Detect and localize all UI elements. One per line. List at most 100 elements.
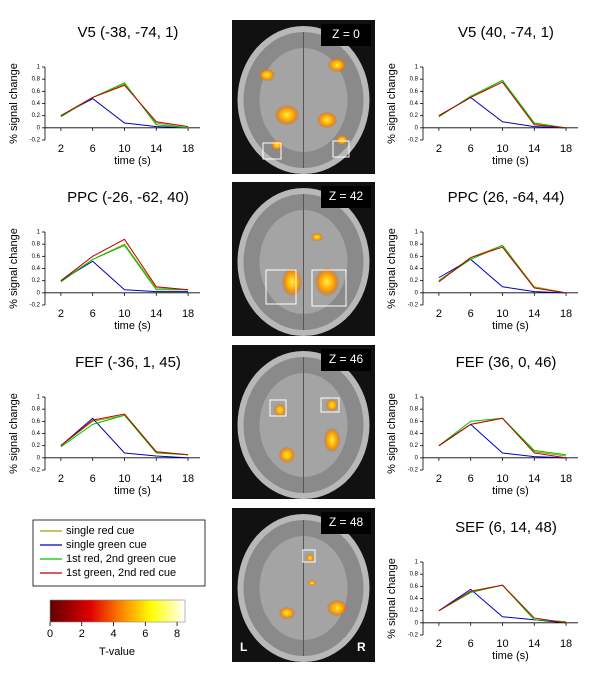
y-axis-label: % signal change <box>386 393 398 474</box>
y-tick-label: 0.6 <box>410 419 419 425</box>
colorbar-label: T-value <box>99 646 135 658</box>
y-tick-label: 0.4 <box>32 431 41 437</box>
x-axis-label: time (s) <box>114 485 151 497</box>
y-tick-label: 0.2 <box>32 278 41 284</box>
y-tick-label: 0.4 <box>410 101 419 107</box>
series-line <box>60 82 189 129</box>
x-tick-label: 6 <box>90 308 96 320</box>
y-tick-label: 0 <box>37 290 41 296</box>
y-tick-label: 0.8 <box>410 77 419 83</box>
y-tick-label: 0.6 <box>32 89 41 95</box>
x-axis-label: time (s) <box>492 485 529 497</box>
series-line <box>438 417 567 456</box>
y-tick-label: 0.8 <box>410 242 419 248</box>
activation <box>326 399 338 411</box>
y-tick-label: 0.2 <box>32 443 41 449</box>
x-tick-label: 14 <box>528 473 540 485</box>
series-line <box>60 84 189 128</box>
series-line <box>438 423 567 459</box>
chart-title: FEF (-36, 1, 45) <box>75 354 181 371</box>
roi-box <box>302 549 316 563</box>
activation <box>336 135 348 145</box>
y-tick-label: 1 <box>415 65 419 71</box>
activation <box>279 607 295 619</box>
activation <box>327 600 347 616</box>
series-line <box>438 246 567 294</box>
side-label: L <box>240 640 247 654</box>
x-tick-label: 10 <box>118 308 130 320</box>
y-tick-label: 0 <box>415 620 419 626</box>
y-tick-label: -0.2 <box>408 303 419 309</box>
y-axis-label: % signal change <box>386 228 398 309</box>
y-tick-label: 1 <box>37 230 41 236</box>
colorbar: 0 2 4 6 8 T-value <box>47 599 186 658</box>
x-tick-label: 18 <box>560 308 572 320</box>
y-tick-label: 0.6 <box>32 419 41 425</box>
line-chart: FEF (36, 0, 46) % signal change -0.2 0 0.2 0.… <box>386 354 578 497</box>
y-tick-label: 0 <box>415 125 419 131</box>
y-tick-label: -0.2 <box>408 468 419 474</box>
line-chart: PPC (-26, -62, 40) % signal change -0.2 0 0.… <box>8 189 200 332</box>
legend-label: 1st red, 2nd green cue <box>66 553 176 565</box>
series-line <box>60 243 189 291</box>
x-tick-label: 10 <box>496 143 508 155</box>
colorbar-tick-label: 8 <box>174 628 180 640</box>
z-label: Z = 46 <box>329 352 364 366</box>
activation <box>275 105 299 125</box>
colorbar-tick-label: 2 <box>79 628 85 640</box>
series-line <box>438 79 567 129</box>
activation <box>274 404 286 416</box>
x-tick-label: 18 <box>182 473 194 485</box>
x-tick-label: 2 <box>58 473 64 485</box>
y-tick-label: 1 <box>415 395 419 401</box>
legend-label: single red cue <box>66 525 135 537</box>
z-label: Z = 48 <box>329 515 364 529</box>
x-tick-label: 10 <box>496 638 508 650</box>
y-tick-label: 0 <box>37 455 41 461</box>
x-tick-label: 10 <box>118 473 130 485</box>
x-tick-label: 14 <box>528 308 540 320</box>
x-tick-label: 14 <box>528 143 540 155</box>
activation <box>259 69 275 81</box>
x-tick-label: 18 <box>182 143 194 155</box>
y-axis-label: % signal change <box>386 558 398 639</box>
y-tick-label: 0.6 <box>32 254 41 260</box>
legend-label: single green cue <box>66 539 147 551</box>
y-tick-label: 0 <box>37 125 41 131</box>
series-line <box>438 417 567 459</box>
x-tick-label: 6 <box>468 308 474 320</box>
y-tick-label: 0.4 <box>410 431 419 437</box>
x-tick-label: 2 <box>58 143 64 155</box>
z-label: Z = 42 <box>329 189 364 203</box>
z-label-bg <box>321 512 371 534</box>
x-tick-label: 6 <box>90 473 96 485</box>
x-tick-label: 2 <box>436 473 442 485</box>
roi-box <box>262 142 282 160</box>
y-tick-label: -0.2 <box>30 468 41 474</box>
series-line <box>438 96 567 129</box>
series-line <box>60 244 189 291</box>
series-line <box>60 260 189 293</box>
y-tick-label: 0.4 <box>32 266 41 272</box>
colorbar-tick-label: 0 <box>47 628 53 640</box>
x-tick-label: 14 <box>528 638 540 650</box>
series-line <box>60 238 189 291</box>
x-tick-label: 14 <box>150 473 162 485</box>
x-tick-label: 6 <box>468 143 474 155</box>
colorbar-tick-label: 4 <box>110 628 116 640</box>
activation <box>315 268 339 296</box>
line-chart: PPC (26, -64, 44) % signal change -0.2 0 0.2… <box>386 189 578 332</box>
roi-box <box>265 269 297 305</box>
y-tick-label: 0 <box>415 290 419 296</box>
x-axis-label: time (s) <box>492 650 529 662</box>
y-tick-label: 0.6 <box>410 89 419 95</box>
roi-box <box>332 140 350 158</box>
activation <box>308 580 316 586</box>
y-tick-label: -0.2 <box>408 633 419 639</box>
side-label: R <box>357 640 366 654</box>
x-tick-label: 10 <box>496 308 508 320</box>
series-line <box>438 81 567 129</box>
x-tick-label: 14 <box>150 308 162 320</box>
y-tick-label: 0.4 <box>410 596 419 602</box>
activation <box>282 268 302 296</box>
